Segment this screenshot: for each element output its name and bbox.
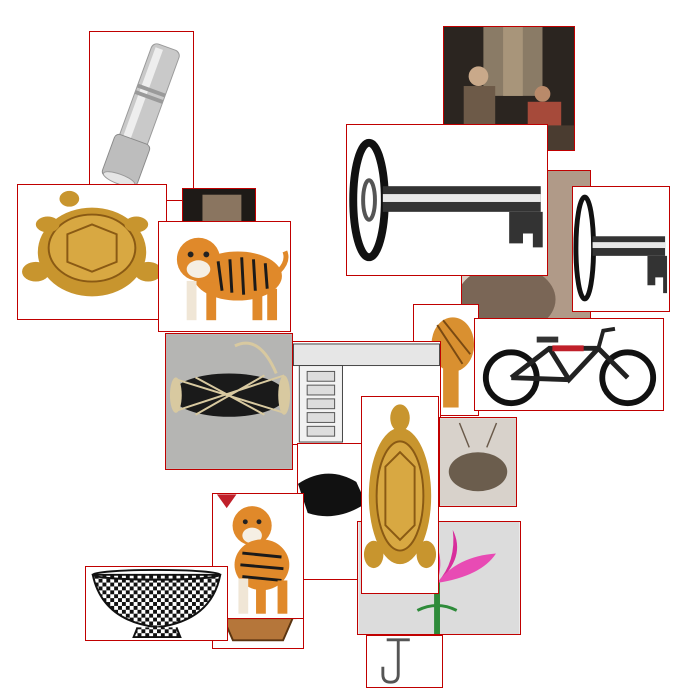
key-icon: [347, 125, 547, 275]
black-shape-icon: [298, 444, 366, 579]
key-image[interactable]: [346, 124, 548, 276]
flashlight-image[interactable]: [89, 31, 194, 201]
dark-photo-icon: [183, 189, 255, 227]
drum-icon: [166, 334, 292, 469]
bicycle-image[interactable]: [474, 318, 664, 411]
hook-icon: [367, 636, 442, 687]
gong-image[interactable]: [439, 417, 517, 507]
turtle-figurine-icon: [362, 398, 438, 592]
key-icon: [573, 187, 669, 311]
tiger-icon: [213, 494, 303, 618]
turtle-figurine-vertical-image[interactable]: [361, 396, 439, 594]
key-small-image[interactable]: [572, 186, 670, 312]
bicycle-icon: [476, 319, 662, 410]
tiger-icon: [159, 222, 290, 331]
turtle-figurine-icon: [18, 185, 166, 319]
basket-icon: [86, 567, 227, 640]
hook-image[interactable]: [366, 635, 443, 688]
turtle-figurine-image[interactable]: [17, 184, 167, 320]
basket-image[interactable]: [85, 566, 228, 641]
tiger-image[interactable]: [158, 221, 291, 332]
drum-image[interactable]: [165, 333, 293, 470]
gong-icon: [440, 418, 516, 506]
flashlight-icon: [90, 32, 193, 200]
